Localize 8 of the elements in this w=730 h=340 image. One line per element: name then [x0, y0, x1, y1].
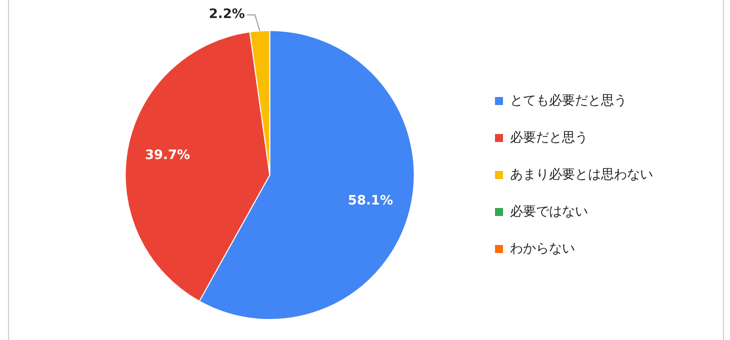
legend-label: あまり必要とは思わない [510, 167, 653, 182]
data-label: 39.7% [144, 148, 190, 164]
legend-label: 必要ではない [510, 204, 588, 220]
data-label: 2.2% [208, 7, 245, 22]
legend-label: わからない [510, 241, 575, 256]
legend-label: 必要だと思う [510, 130, 588, 146]
legend-label: とても必要だと思う [510, 93, 627, 108]
data-label: 58.1% [348, 194, 393, 209]
